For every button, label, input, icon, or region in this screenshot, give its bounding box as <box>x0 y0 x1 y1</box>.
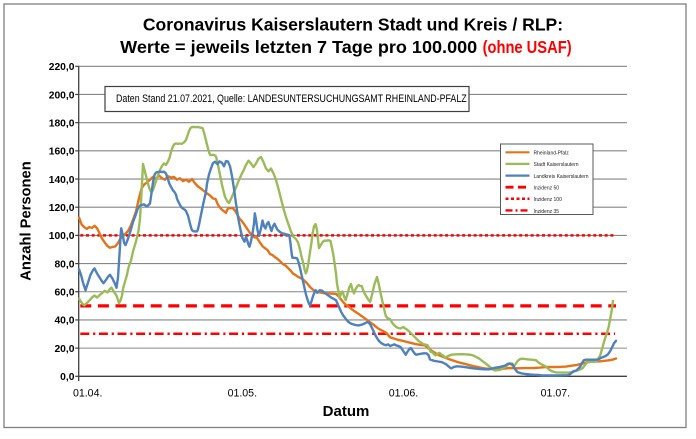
svg-text:01.04.: 01.04. <box>73 388 102 400</box>
svg-text:100,0: 100,0 <box>49 231 75 242</box>
svg-text:01.06.: 01.06. <box>389 388 418 400</box>
svg-text:20,0: 20,0 <box>54 344 74 355</box>
svg-text:0,0: 0,0 <box>60 372 75 383</box>
svg-text:220,0: 220,0 <box>49 62 75 73</box>
svg-text:60,0: 60,0 <box>54 288 74 299</box>
svg-text:Coronavirus Kaiserslautern Sta: Coronavirus Kaiserslautern Stadt und Kre… <box>143 15 563 35</box>
svg-text:180,0: 180,0 <box>49 119 75 130</box>
svg-text:Rheinland-Pfalz: Rheinland-Pfalz <box>534 151 570 157</box>
svg-text:40,0: 40,0 <box>54 316 74 327</box>
svg-text:120,0: 120,0 <box>49 203 75 214</box>
svg-text:Werte = jeweils letzten 7 Tage: Werte = jeweils letzten 7 Tage pro 100.0… <box>120 37 477 57</box>
svg-text:80,0: 80,0 <box>54 259 74 270</box>
svg-text:200,0: 200,0 <box>49 90 75 101</box>
svg-text:Datum: Datum <box>323 403 370 420</box>
svg-text:Anzahl Personen: Anzahl Personen <box>17 161 34 280</box>
svg-text:Stadt Kaiserslautern: Stadt Kaiserslautern <box>534 162 579 168</box>
svg-text:(ohne USAF): (ohne USAF) <box>483 37 572 57</box>
svg-text:Daten Stand 21.07.2021, Quelle: Daten Stand 21.07.2021, Quelle: LANDESUN… <box>116 93 467 105</box>
svg-text:01.05.: 01.05. <box>228 388 257 400</box>
svg-text:140,0: 140,0 <box>49 175 75 186</box>
svg-text:Inzidenz 35: Inzidenz 35 <box>534 209 560 215</box>
svg-text:Inzidenz 50: Inzidenz 50 <box>534 186 560 192</box>
svg-text:Inzidenz 100: Inzidenz 100 <box>534 197 563 203</box>
svg-text:160,0: 160,0 <box>49 147 75 158</box>
svg-text:01.07.: 01.07. <box>541 388 570 400</box>
svg-text:Landkreis Kaiserslautern: Landkreis Kaiserslautern <box>534 174 589 180</box>
